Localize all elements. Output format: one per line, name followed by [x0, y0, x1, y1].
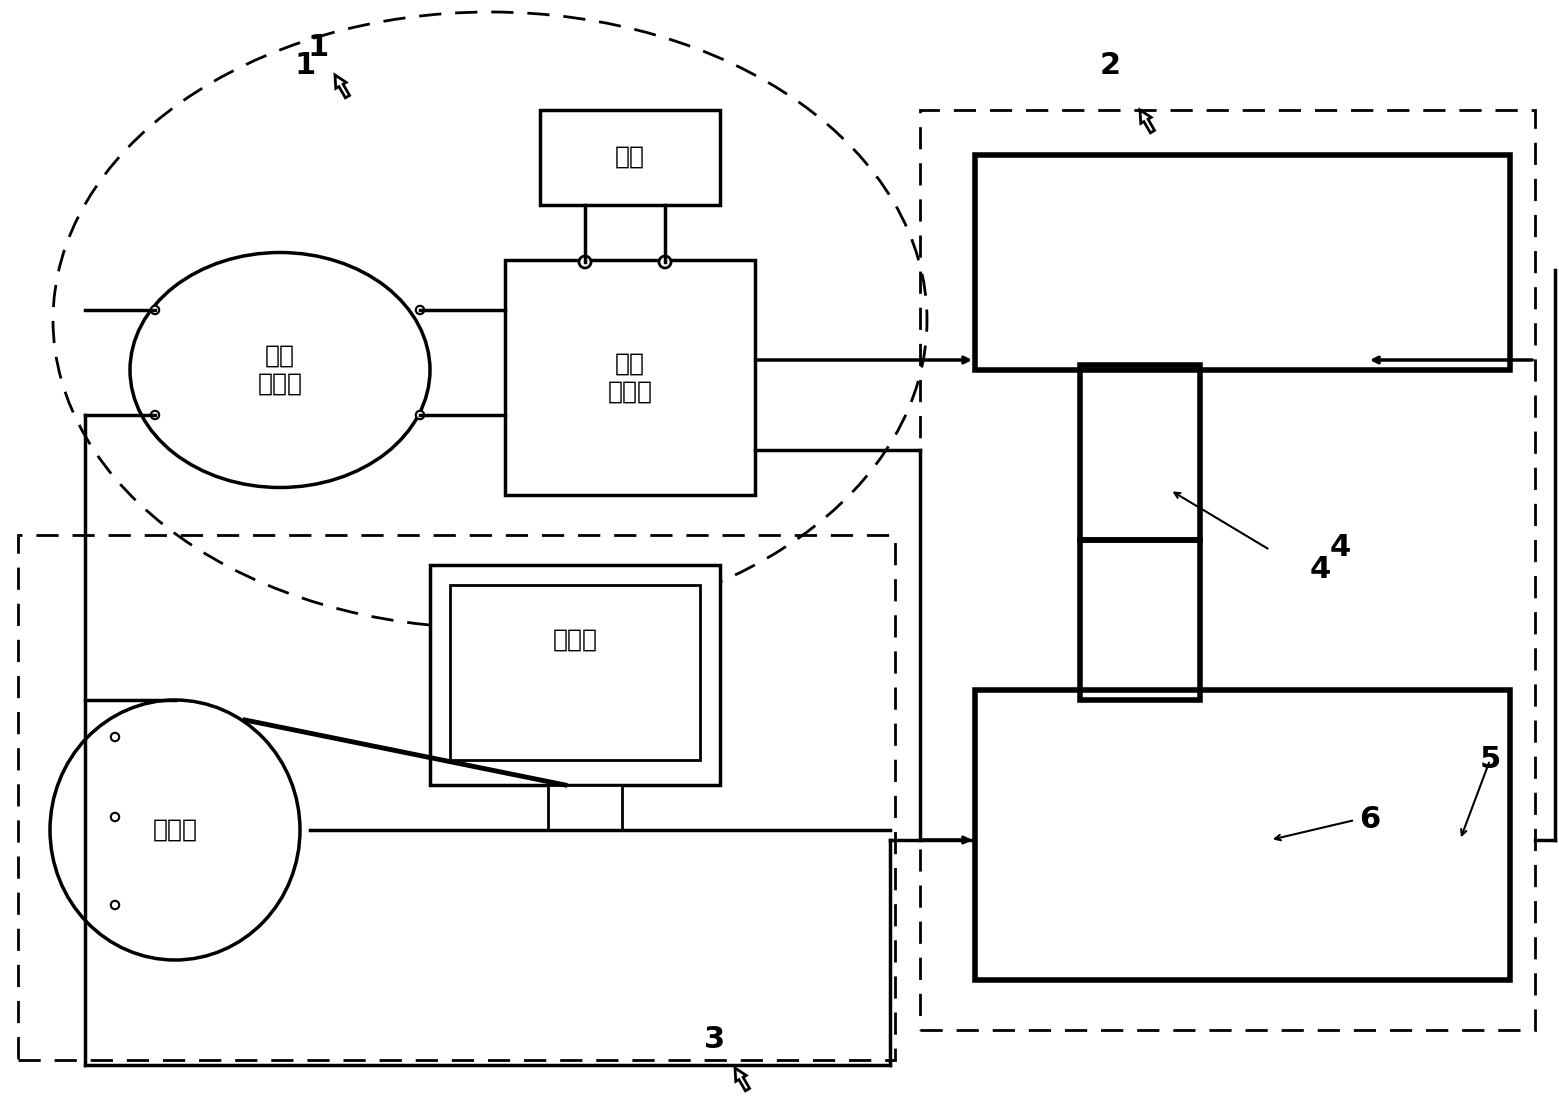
Bar: [539, 110, 720, 205]
Text: 信号
发生器: 信号 发生器: [257, 344, 302, 396]
Polygon shape: [335, 75, 349, 98]
Text: 示波器: 示波器: [153, 818, 198, 842]
Bar: [1080, 365, 1200, 539]
Bar: [451, 585, 700, 760]
Circle shape: [111, 901, 118, 909]
Text: 计算机: 计算机: [552, 628, 597, 652]
Bar: [549, 785, 622, 830]
Text: 4: 4: [1330, 534, 1350, 563]
Text: 2: 2: [1099, 50, 1121, 80]
Bar: [920, 110, 1536, 1030]
Circle shape: [416, 305, 424, 314]
Circle shape: [151, 411, 159, 420]
Circle shape: [659, 256, 670, 268]
Ellipse shape: [50, 700, 299, 960]
Circle shape: [111, 813, 118, 821]
Text: 电源: 电源: [614, 145, 645, 169]
Text: 4: 4: [1310, 555, 1331, 585]
Circle shape: [416, 411, 424, 420]
Polygon shape: [1140, 110, 1155, 133]
Text: 6: 6: [1359, 806, 1381, 835]
Text: 3: 3: [705, 1026, 725, 1054]
Bar: [974, 155, 1511, 370]
Text: 1: 1: [295, 50, 315, 80]
Bar: [430, 565, 720, 785]
Bar: [505, 260, 755, 495]
Circle shape: [111, 733, 118, 741]
Text: 功率
放大器: 功率 放大器: [608, 352, 653, 404]
Ellipse shape: [129, 252, 430, 487]
Circle shape: [151, 305, 159, 314]
Polygon shape: [734, 1068, 750, 1091]
Text: 5: 5: [1479, 746, 1501, 775]
Bar: [974, 690, 1511, 980]
Bar: [1080, 539, 1200, 700]
Text: 1: 1: [307, 33, 329, 62]
Circle shape: [578, 256, 591, 268]
Bar: [19, 535, 895, 1060]
